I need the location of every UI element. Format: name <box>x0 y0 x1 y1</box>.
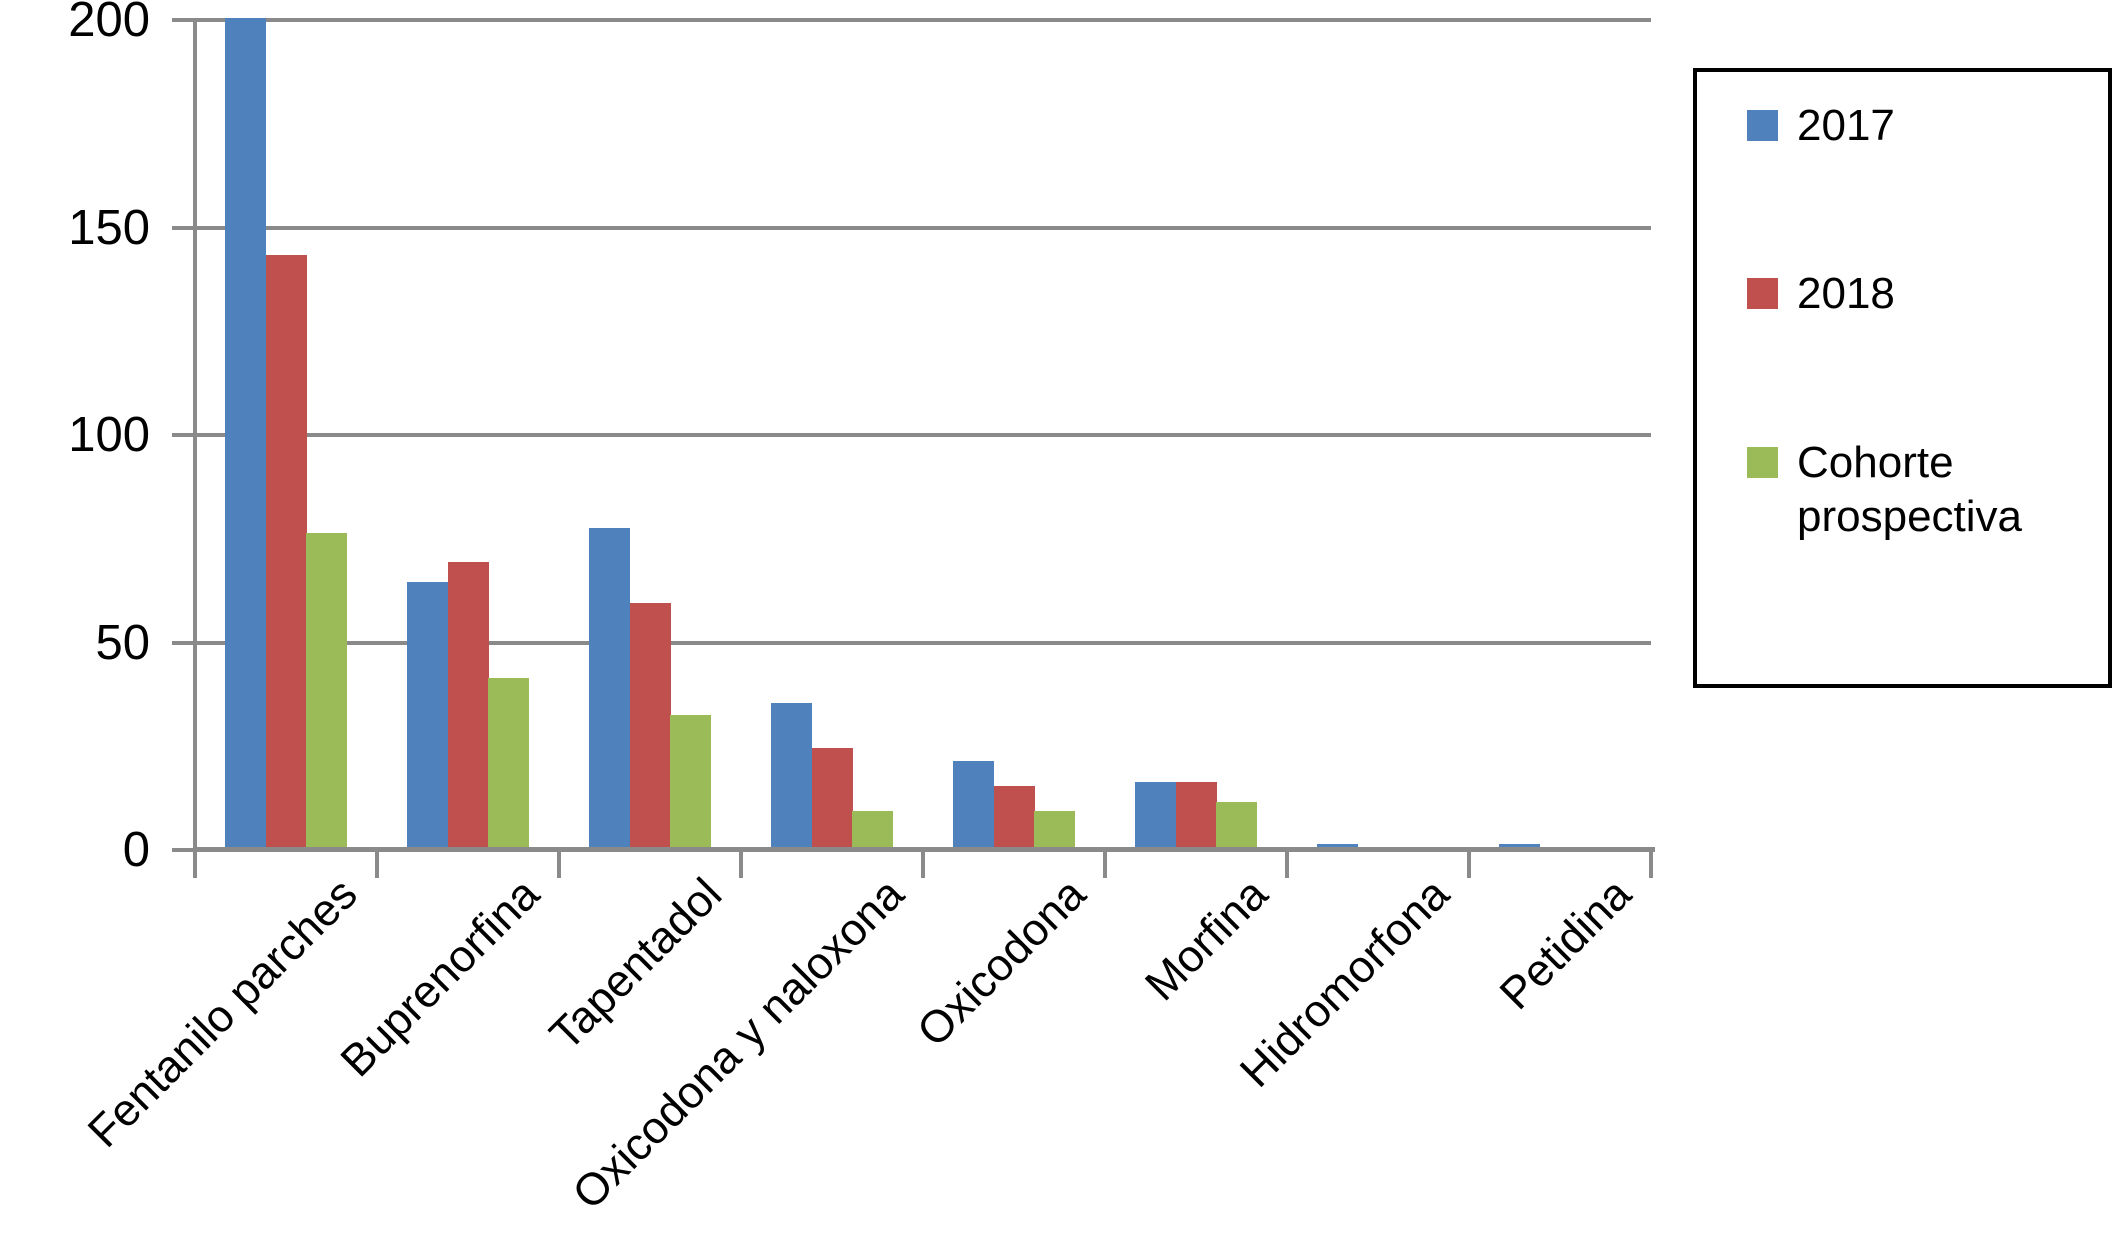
y-tick-50 <box>172 640 195 645</box>
x-tick-1 <box>375 850 379 878</box>
bar-2018-buprenorfina <box>447 561 489 848</box>
bar-2018-oxicodona <box>993 785 1035 848</box>
legend-label-2018: 2018 <box>1797 269 1895 318</box>
x-axis-label: Petidina <box>1490 868 1642 1020</box>
bar-2017-petidina <box>1499 843 1541 848</box>
legend-swatch-cohorte-prospectiva <box>1747 447 1778 478</box>
bar-2018-fentanilo-parches <box>265 254 307 848</box>
bar-2017-oxicodona <box>953 760 995 848</box>
bar-cohorte-prospectiva-buprenorfina <box>488 677 530 848</box>
legend-label-2017: 2017 <box>1797 101 1895 150</box>
y-axis-label: 100 <box>68 408 150 462</box>
y-axis-label: 50 <box>95 615 150 670</box>
x-axis-label: Oxicodona <box>906 868 1096 1057</box>
y-tick-150 <box>172 225 195 230</box>
bar-2017-hidromorfona <box>1317 843 1359 848</box>
gridline-200 <box>195 18 1651 22</box>
x-tick-3 <box>739 850 743 878</box>
y-axis-label: 200 <box>68 0 150 47</box>
x-axis-label: Oxicodona y naloxona <box>562 868 914 1219</box>
x-tick-8 <box>1649 850 1653 878</box>
y-tick-0 <box>172 848 195 852</box>
bar-2017-fentanilo-parches <box>225 18 267 848</box>
x-axis-label: Fentanilo parches <box>78 868 368 1158</box>
x-tick-2 <box>557 850 561 878</box>
x-tick-5 <box>1103 850 1107 878</box>
x-tick-0 <box>193 850 197 878</box>
y-tick-100 <box>172 433 195 437</box>
x-axis-line <box>193 847 1655 852</box>
bar-2018-tapentadol <box>629 603 671 848</box>
bar-cohorte-prospectiva-fentanilo-parches <box>306 532 348 848</box>
bar-2018-morfina <box>1175 781 1217 848</box>
legend: 2017 2018 Cohorte prospectiva <box>1693 68 2112 688</box>
y-axis-label: 0 <box>122 823 150 877</box>
bar-2017-oxicodona-y-naloxona <box>771 702 813 848</box>
bar-cohorte-prospectiva-tapentadol <box>670 715 712 848</box>
bar-cohorte-prospectiva-oxicodona-y-naloxona <box>852 810 894 848</box>
bar-2017-tapentadol <box>589 528 631 848</box>
bar-2017-buprenorfina <box>407 582 449 848</box>
legend-label-cohorte-prospectiva: Cohorte prospectiva <box>1797 438 2023 541</box>
x-tick-7 <box>1467 850 1471 878</box>
bar-cohorte-prospectiva-morfina <box>1216 802 1258 848</box>
x-axis-label: Morfina <box>1134 868 1278 1011</box>
gridline-100 <box>195 433 1651 437</box>
y-axis-line <box>193 18 197 854</box>
x-axis-label: Tapentadol <box>539 868 732 1060</box>
gridline-150 <box>195 225 1651 230</box>
y-axis-label: 150 <box>68 200 150 255</box>
x-tick-6 <box>1285 850 1289 878</box>
y-tick-200 <box>172 18 195 22</box>
gridline-50 <box>195 640 1651 645</box>
legend-swatch-2017 <box>1747 110 1778 141</box>
bar-cohorte-prospectiva-oxicodona <box>1034 810 1076 848</box>
bar-2018-oxicodona-y-naloxona <box>811 748 853 848</box>
x-tick-4 <box>921 850 925 878</box>
bar-2017-morfina <box>1135 781 1177 848</box>
legend-swatch-2018 <box>1747 278 1778 309</box>
